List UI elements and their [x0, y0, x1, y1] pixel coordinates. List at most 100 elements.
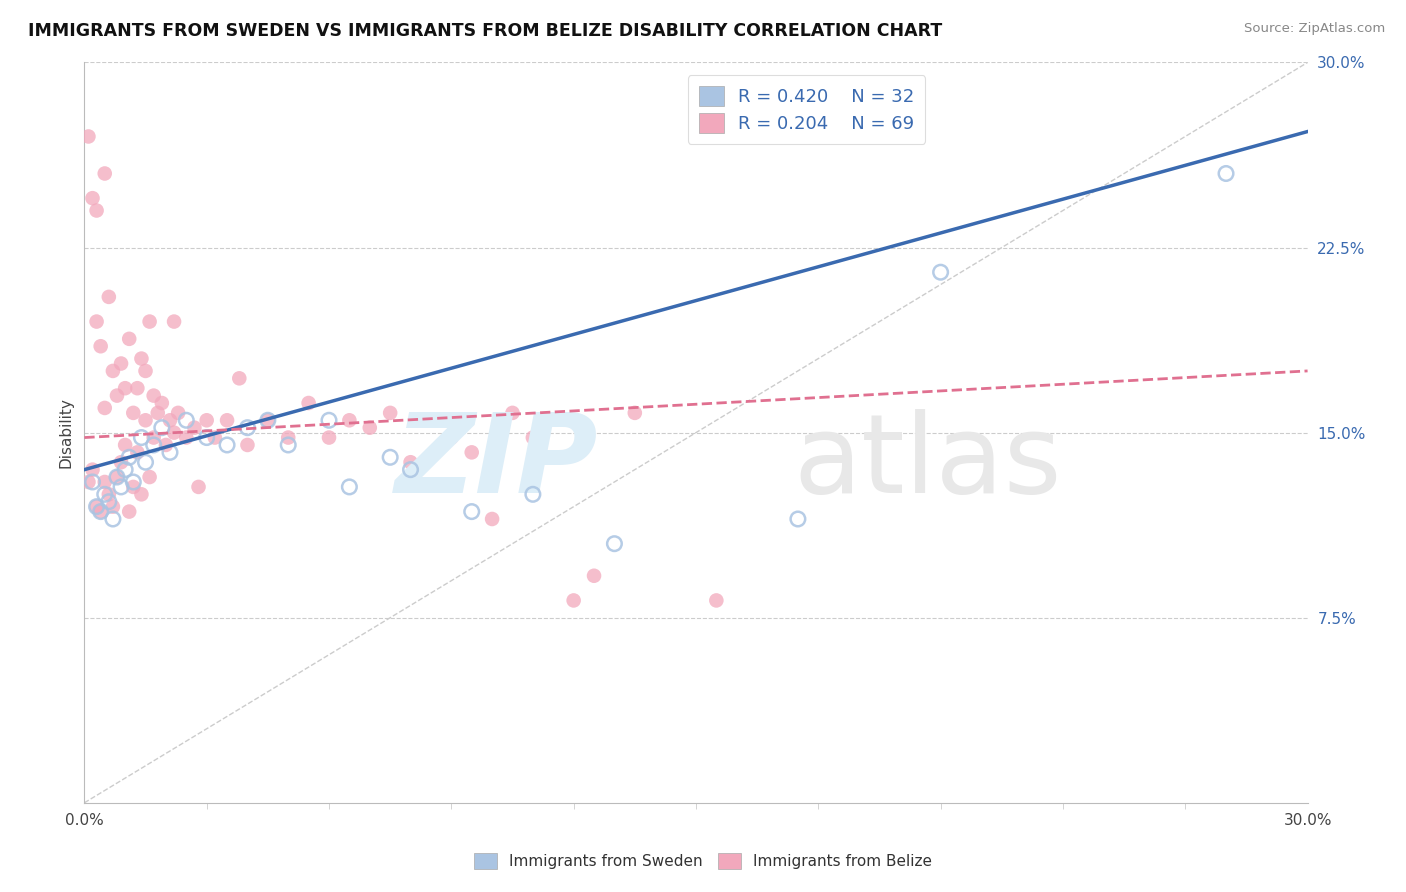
Point [93, 166, 115, 180]
Point [110, 357, 132, 371]
Point [204, 431, 226, 445]
Point [440, 431, 463, 445]
Point [118, 450, 141, 465]
Point [298, 396, 321, 410]
Point [174, 413, 197, 427]
Point [135, 413, 157, 427]
Point [929, 265, 952, 279]
Point [114, 438, 136, 452]
Point [90, 505, 112, 519]
Point [624, 406, 647, 420]
Point [138, 470, 160, 484]
Point [146, 406, 169, 420]
Point [461, 505, 484, 519]
Point [318, 431, 340, 445]
Text: IMMIGRANTS FROM SWEDEN VS IMMIGRANTS FROM BELIZE DISABILITY CORRELATION CHART: IMMIGRANTS FROM SWEDEN VS IMMIGRANTS FRO… [28, 22, 942, 40]
Point [399, 455, 422, 469]
Point [787, 512, 810, 526]
Point [122, 480, 145, 494]
Point [77, 129, 100, 144]
Point [101, 500, 124, 514]
Point [127, 445, 149, 459]
Point [195, 431, 218, 445]
Point [131, 351, 153, 366]
Point [461, 445, 484, 459]
Point [380, 450, 402, 465]
Point [93, 475, 115, 489]
Point [135, 364, 157, 378]
Point [86, 203, 108, 218]
Point [122, 475, 145, 489]
Point [481, 512, 503, 526]
Point [183, 420, 205, 434]
Point [114, 462, 136, 476]
Point [77, 475, 100, 489]
Point [105, 470, 128, 484]
Point [82, 475, 104, 489]
Point [399, 462, 422, 476]
Text: Source: ZipAtlas.com: Source: ZipAtlas.com [1244, 22, 1385, 36]
Point [257, 413, 280, 427]
Point [167, 406, 190, 420]
Point [97, 487, 120, 501]
Legend: R = 0.420    N = 32, R = 0.204    N = 69: R = 0.420 N = 32, R = 0.204 N = 69 [688, 75, 925, 144]
Point [228, 371, 250, 385]
Point [174, 431, 197, 445]
Point [114, 381, 136, 395]
Point [163, 314, 186, 328]
Point [101, 364, 124, 378]
Point [86, 314, 108, 328]
Point [1215, 166, 1237, 180]
Point [217, 413, 239, 427]
Point [339, 413, 361, 427]
Point [159, 445, 181, 459]
Point [195, 413, 218, 427]
Point [187, 480, 209, 494]
Point [339, 480, 361, 494]
Point [603, 536, 626, 550]
Point [277, 431, 299, 445]
Point [131, 487, 153, 501]
Point [150, 396, 173, 410]
Point [257, 413, 280, 427]
Point [82, 462, 104, 476]
Point [138, 314, 160, 328]
Point [142, 431, 165, 445]
Legend: Immigrants from Sweden, Immigrants from Belize: Immigrants from Sweden, Immigrants from … [468, 847, 938, 875]
Point [380, 406, 402, 420]
Point [135, 455, 157, 469]
Point [150, 420, 173, 434]
Y-axis label: Disability: Disability [58, 397, 73, 468]
Point [105, 388, 128, 402]
Point [90, 505, 112, 519]
Point [127, 381, 149, 395]
Point [118, 332, 141, 346]
Point [420, 413, 443, 427]
Point [562, 593, 585, 607]
Point [706, 593, 728, 607]
Point [93, 401, 115, 415]
Point [236, 438, 259, 452]
Point [93, 487, 115, 501]
Point [82, 191, 104, 205]
Point [159, 413, 181, 427]
Point [236, 420, 259, 434]
Point [86, 500, 108, 514]
Point [502, 406, 524, 420]
Point [318, 413, 340, 427]
Point [583, 568, 606, 582]
Point [163, 425, 186, 440]
Point [110, 455, 132, 469]
Point [118, 505, 141, 519]
Point [97, 290, 120, 304]
Point [142, 388, 165, 402]
Point [105, 470, 128, 484]
Point [217, 438, 239, 452]
Point [90, 339, 112, 353]
Point [277, 438, 299, 452]
Point [359, 420, 381, 434]
Point [522, 431, 544, 445]
Point [131, 431, 153, 445]
Text: ZIP: ZIP [395, 409, 598, 516]
Point [97, 494, 120, 508]
